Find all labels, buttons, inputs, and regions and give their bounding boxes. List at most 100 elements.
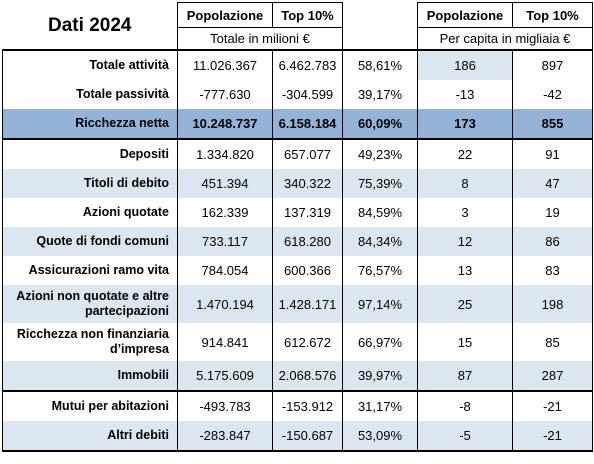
cell: 13 [417, 256, 513, 285]
cell: -150.687 [272, 421, 343, 452]
cell: 76,57% [342, 256, 418, 285]
title: Dati 2024 [48, 15, 132, 37]
header-row: Dati 2024 Popolazione Top 10% Popolazion… [3, 2, 593, 35]
table-row: Depositi 1.334.820 657.077 49,23% 22 91 [2, 138, 593, 169]
row-label: Ricchezza netta [2, 109, 178, 139]
cell: 784.054 [177, 256, 273, 285]
cell: -21 [512, 390, 593, 421]
cell: 186 [417, 49, 513, 80]
unit-label: Totale in milioni € [177, 27, 343, 51]
table-row: Ricchezza netta 10.248.737 6.158.184 60,09%… [2, 109, 593, 139]
cell: 83 [512, 256, 593, 285]
cell: 75,39% [342, 169, 418, 198]
table-row: Azioni non quotate e altre partecipazion… [2, 285, 593, 323]
row-label: Mutui per abitazioni [2, 390, 178, 421]
cell: 340.322 [272, 169, 343, 198]
cell: 53,09% [342, 421, 418, 452]
row-label: Immobili [2, 361, 178, 391]
cell: 39,97% [342, 361, 418, 391]
cell: -493.783 [177, 390, 273, 421]
cell: 66,97% [342, 323, 418, 361]
cell: 618.280 [272, 227, 343, 256]
cell: 49,23% [342, 138, 418, 169]
cell: 914.841 [177, 323, 273, 361]
cell: 58,61% [342, 49, 418, 80]
cell: 22 [417, 138, 513, 169]
cell: 600.366 [272, 256, 343, 285]
cell: 198 [512, 285, 593, 323]
cell: 39,17% [342, 80, 418, 109]
cell: 85 [512, 323, 593, 361]
cell: 162.339 [177, 198, 273, 227]
table-row: Mutui per abitazioni -493.783 -153.912 31,1… [2, 390, 593, 421]
cell: 1.428.171 [272, 285, 343, 323]
cell: -13 [417, 80, 513, 109]
cell: 3 [417, 198, 513, 227]
cell: 87 [417, 361, 513, 391]
table-row: Totale attività 11.026.367 6.462.783 58,61%… [2, 49, 593, 80]
row-label: Azioni non quotate e altre partecipazion… [2, 285, 178, 323]
cell: 1.334.820 [177, 138, 273, 169]
cell: 31,17% [342, 390, 418, 421]
cell: 97,14% [342, 285, 418, 323]
cell: -304.599 [272, 80, 343, 109]
cell: -283.847 [177, 421, 273, 452]
cell: 91 [512, 138, 593, 169]
table-row: Assicurazioni ramo vita 784.054 600.366 76,… [2, 256, 593, 285]
row-label: Ricchezza non finanziaria d’impresa [2, 323, 178, 361]
cell: 60,09% [342, 109, 418, 139]
table-row: Quote di fondi comuni 733.117 618.280 84,34… [2, 227, 593, 256]
cell: 19 [512, 198, 593, 227]
cell: 137.319 [272, 198, 343, 227]
cell: -8 [417, 390, 513, 421]
cell: 10.248.737 [177, 109, 273, 139]
cell: 84,59% [342, 198, 418, 227]
cell: 6.462.783 [272, 49, 343, 80]
unit-label: Per capita in migliaia € [417, 27, 593, 51]
row-label: Titoli di debito [2, 169, 178, 198]
cell: 6.158.184 [272, 109, 343, 139]
cell: 25 [417, 285, 513, 323]
cell: 1.470.194 [177, 285, 273, 323]
cell: 173 [417, 109, 513, 139]
cell: 47 [512, 169, 593, 198]
cell: 897 [512, 49, 593, 80]
table-row: Totale passività -777.630 -304.599 39,17% -1… [2, 80, 593, 109]
cell: 15 [417, 323, 513, 361]
cell: 11.026.367 [177, 49, 273, 80]
column-header: Popolazione [177, 2, 273, 28]
row-label: Assicurazioni ramo vita [2, 256, 178, 285]
cell: 612.672 [272, 323, 343, 361]
table-row: Azioni quotate 162.339 137.319 84,59% 3 19 [2, 198, 593, 227]
cell: 855 [512, 109, 593, 139]
row-label: Azioni quotate [2, 198, 178, 227]
cell: -777.630 [177, 80, 273, 109]
wealth-table: Dati 2024 Popolazione Top 10% Popolazion… [2, 2, 593, 452]
cell: 12 [417, 227, 513, 256]
cell: -42 [512, 80, 593, 109]
row-label: Totale attività [2, 49, 178, 80]
row-label: Quote di fondi comuni [2, 227, 178, 256]
cell: 287 [512, 361, 593, 391]
cell: 657.077 [272, 138, 343, 169]
cell: 84,34% [342, 227, 418, 256]
cell: 2.068.576 [272, 361, 343, 391]
table-row: Ricchezza non finanziaria d’impresa 914.8… [2, 323, 593, 361]
column-header: Popolazione [417, 2, 513, 28]
row-label: Depositi [2, 138, 178, 169]
table-row: Altri debiti -283.847 -150.687 53,09% -5 -21 [2, 421, 593, 452]
cell: 86 [512, 227, 593, 256]
column-header: Top 10% [512, 2, 593, 28]
cell: 733.117 [177, 227, 273, 256]
table-row: Immobili 5.175.609 2.068.576 39,97% 87 287 [2, 361, 593, 391]
cell: 8 [417, 169, 513, 198]
cell: -153.912 [272, 390, 343, 421]
row-label: Totale passività [2, 80, 178, 109]
column-header: Top 10% [272, 2, 343, 28]
cell: -5 [417, 421, 513, 452]
cell: -21 [512, 421, 593, 452]
row-label: Altri debiti [2, 421, 178, 452]
cell: 5.175.609 [177, 361, 273, 391]
table-row: Titoli di debito 451.394 340.322 75,39% 8 47 [2, 169, 593, 198]
